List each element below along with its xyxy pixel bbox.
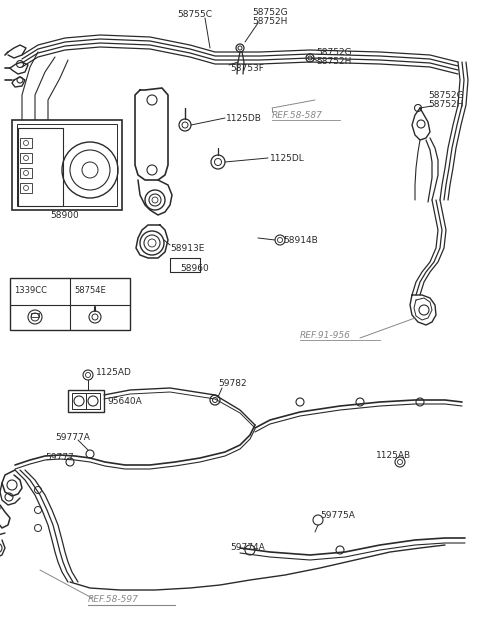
Text: 58753F: 58753F xyxy=(230,64,264,73)
Text: 59774A: 59774A xyxy=(230,543,265,552)
Text: 59777: 59777 xyxy=(45,454,74,462)
Text: 58960: 58960 xyxy=(180,264,209,273)
Text: 1125DB: 1125DB xyxy=(226,113,262,122)
Text: 58752G: 58752G xyxy=(428,90,464,99)
Text: 1125DL: 1125DL xyxy=(270,154,305,162)
Bar xyxy=(18,128,63,206)
Text: 1125AB: 1125AB xyxy=(376,452,411,461)
Text: 58900: 58900 xyxy=(50,210,79,220)
Text: REF.58-587: REF.58-587 xyxy=(272,110,323,120)
Text: REF.58-597: REF.58-597 xyxy=(88,596,139,605)
Text: 1125AD: 1125AD xyxy=(96,368,132,376)
Text: 58914B: 58914B xyxy=(283,236,318,245)
Text: 58754E: 58754E xyxy=(74,285,106,294)
Bar xyxy=(20,138,32,148)
Text: 58913E: 58913E xyxy=(170,243,204,252)
Bar xyxy=(17,124,117,206)
Bar xyxy=(20,183,32,193)
Text: 95640A: 95640A xyxy=(107,396,142,406)
Bar xyxy=(31,313,39,317)
Text: 58752G: 58752G xyxy=(316,48,352,57)
Text: 58752H: 58752H xyxy=(252,17,288,25)
Bar xyxy=(20,153,32,163)
Bar xyxy=(20,168,32,178)
Text: 59775A: 59775A xyxy=(320,510,355,520)
Text: 58755C: 58755C xyxy=(178,10,213,18)
Text: 58752H: 58752H xyxy=(428,99,463,108)
Bar xyxy=(72,393,86,409)
Bar xyxy=(86,393,100,409)
Text: 59777A: 59777A xyxy=(55,433,90,441)
Bar xyxy=(12,120,122,210)
Text: 58752G: 58752G xyxy=(252,8,288,17)
Bar xyxy=(10,278,130,330)
Text: REF.91-956: REF.91-956 xyxy=(300,331,351,340)
Text: 58752H: 58752H xyxy=(316,57,351,66)
Text: 1339CC: 1339CC xyxy=(14,285,47,294)
Bar xyxy=(68,390,104,412)
Text: 59782: 59782 xyxy=(218,380,247,389)
